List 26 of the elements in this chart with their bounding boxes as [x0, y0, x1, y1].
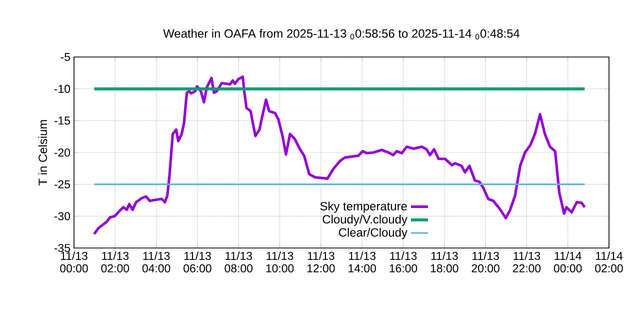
- x-tick-label: 11/13 02:00: [101, 252, 130, 272]
- x-tick-label: 11/13 20:00: [472, 252, 500, 272]
- legend-label: Clear/Cloudy: [338, 228, 408, 240]
- chart-title: Weather in OAFA from 2025-11-13 $_{0}$0:58:56 to 2025-11-14 $_{0}$0:48:54: [163, 28, 520, 40]
- x-tick-label: 11/13 12:00: [307, 252, 335, 272]
- y-tick-label: -15: [54, 116, 70, 125]
- x-tick-label: 11/13 16:00: [390, 252, 418, 272]
- x-tick-label: 11/13 14:00: [348, 252, 376, 272]
- y-tick-label: -35: [54, 244, 70, 252]
- y-tick-label: -20: [54, 148, 70, 157]
- x-tick-label: 11/13 08:00: [224, 252, 252, 272]
- x-tick-label: 11/13 10:00: [266, 252, 294, 272]
- x-tick-label: 11/13 00:00: [60, 252, 88, 272]
- y-axis-title: T in Celsium: [38, 120, 48, 186]
- x-tick-label: 11/14 02:00: [595, 252, 623, 272]
- y-tick-label: -5: [60, 53, 70, 61]
- x-tick-label: 11/13 18:00: [430, 252, 458, 272]
- x-tick-label: 11/13 22:00: [512, 252, 541, 272]
- x-tick-label: 11/13 04:00: [142, 252, 170, 272]
- legend-label: Sky temperature: [320, 202, 407, 213]
- x-tick-label: 11/14 00:00: [554, 252, 582, 272]
- y-tick-label: -30: [54, 212, 70, 220]
- legend-label: Cloudy/V.cloudy: [322, 214, 408, 226]
- y-tick-label: -25: [54, 180, 70, 188]
- x-tick-label: 11/13 06:00: [184, 252, 212, 272]
- y-tick-label: -10: [54, 84, 70, 93]
